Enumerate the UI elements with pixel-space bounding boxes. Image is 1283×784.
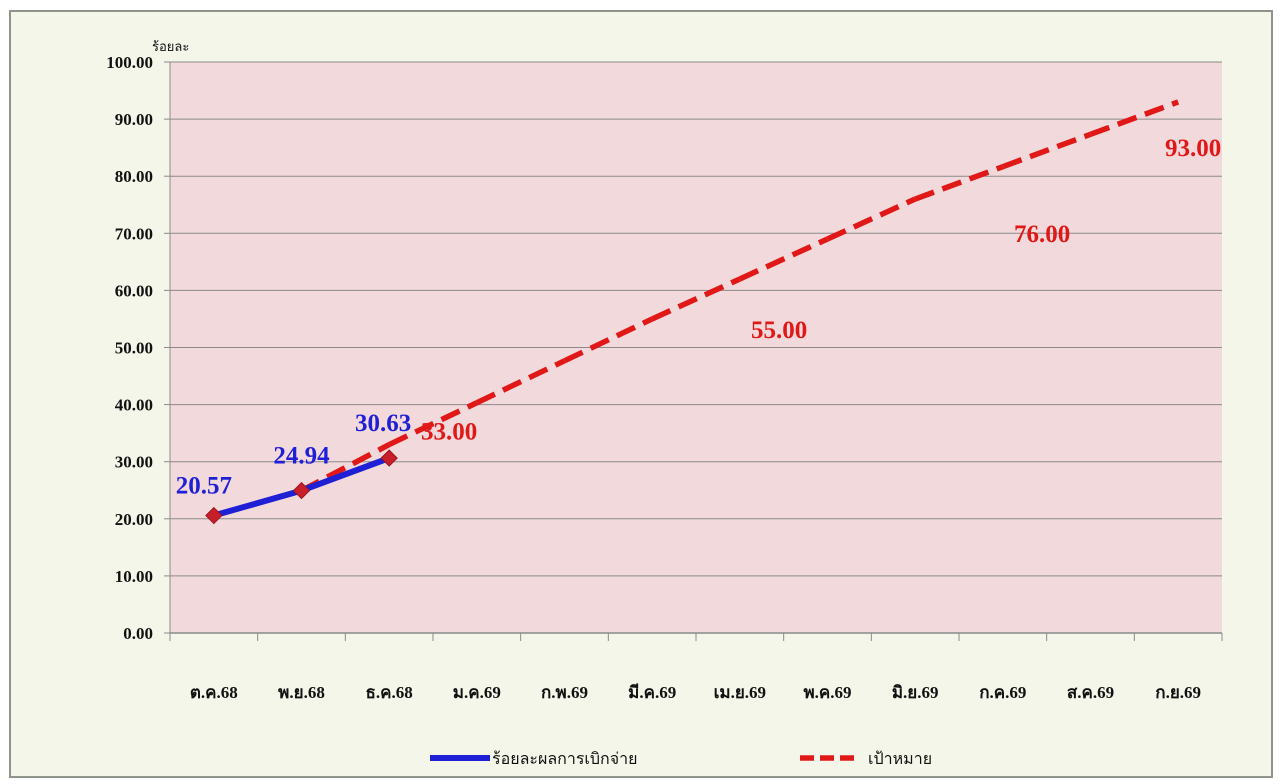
y-tick-label: 70.00 <box>115 224 153 243</box>
x-tick-label: พ.ย.68 <box>278 683 325 702</box>
y-tick-label: 0.00 <box>123 624 153 643</box>
y-tick-label: 20.00 <box>115 510 153 529</box>
x-tick-label: ธ.ค.68 <box>366 683 413 702</box>
target-data-label: 33.00 <box>421 419 477 446</box>
target-data-label: 55.00 <box>751 317 807 344</box>
x-tick-label: เม.ย.69 <box>714 683 766 702</box>
y-tick-label: 90.00 <box>115 110 153 129</box>
x-tick-label: ต.ค.68 <box>190 683 238 702</box>
actual-data-label: 24.94 <box>273 443 330 470</box>
target-line-segment <box>1001 131 1092 170</box>
actual-point-marker <box>380 449 398 467</box>
x-tick-label: ก.ย.69 <box>1155 683 1201 702</box>
target-data-label: 93.00 <box>1165 135 1221 162</box>
target-line-segment <box>475 358 566 406</box>
target-line-segment <box>826 196 917 242</box>
target-line-segment <box>563 316 654 364</box>
x-axis: ต.ค.68 พ.ย.68 ธ.ค.68 ม.ค.69 ก.พ.69 มี.ค.69 เม.… <box>169 632 1223 702</box>
y-axis-label: ร้อยละ <box>152 40 189 55</box>
y-tick-label: 40.00 <box>115 396 153 415</box>
legend: ร้อยละผลการเบิกจ่าย เป้าหมาย <box>430 749 932 768</box>
x-tick-label: พ.ค.69 <box>803 683 851 702</box>
y-tick-label: 30.00 <box>115 453 153 472</box>
x-tick-label: ก.พ.69 <box>541 683 588 702</box>
target-line-segment <box>1089 99 1180 137</box>
y-tick-label: 10.00 <box>115 567 153 586</box>
actual-point-marker <box>292 481 311 500</box>
actual-point-marker <box>205 506 223 525</box>
y-tick-label: 60.00 <box>115 281 153 300</box>
x-tick-label: ส.ค.69 <box>1067 683 1114 702</box>
y-tick-label: 100.00 <box>106 53 153 72</box>
x-tick-label: มี.ค.69 <box>628 682 676 702</box>
gridlines <box>170 61 1222 577</box>
data-labels: 20.57 24.94 30.63 33.00 55.00 76.00 93.00 <box>176 135 1222 500</box>
target-data-label: 76.00 <box>1014 221 1070 248</box>
legend-target-label: เป้าหมาย <box>868 749 932 768</box>
legend-actual-label: ร้อยละผลการเบิกจ่าย <box>492 749 637 768</box>
series-layer <box>205 99 1180 525</box>
target-line-segment <box>738 236 829 282</box>
y-tick-label: 80.00 <box>115 167 153 186</box>
x-tick-label: มิ.ย.69 <box>892 683 939 702</box>
target-line-segment <box>914 164 1004 202</box>
x-tick-label: ม.ค.69 <box>453 683 501 702</box>
target-line-segment <box>651 276 741 322</box>
y-axis: 0.00 10.00 20.00 30.00 40.00 50.00 60.00 70.00 8… <box>106 53 171 643</box>
x-tick-label: ก.ค.69 <box>979 683 1026 702</box>
actual-data-label: 30.63 <box>355 410 411 437</box>
y-tick-label: 50.00 <box>115 339 153 358</box>
actual-data-label: 20.57 <box>176 473 232 500</box>
target-line-segment <box>387 400 479 448</box>
